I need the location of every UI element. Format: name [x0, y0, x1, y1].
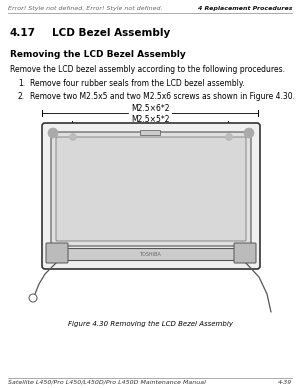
Text: Figure 4.30 Removing the LCD Bezel Assembly: Figure 4.30 Removing the LCD Bezel Assem… — [68, 321, 232, 327]
FancyBboxPatch shape — [56, 137, 246, 241]
Circle shape — [48, 128, 58, 138]
Text: M2.5×5*2: M2.5×5*2 — [131, 115, 169, 124]
Text: 4-39: 4-39 — [278, 380, 292, 385]
Text: 2.: 2. — [18, 92, 25, 101]
Circle shape — [70, 133, 76, 140]
Text: TOSHIBA: TOSHIBA — [139, 251, 161, 256]
Text: Removing the LCD Bezel Assembly: Removing the LCD Bezel Assembly — [10, 50, 186, 59]
FancyBboxPatch shape — [42, 123, 260, 269]
Text: 4.17: 4.17 — [10, 28, 36, 38]
FancyBboxPatch shape — [234, 243, 256, 263]
FancyBboxPatch shape — [46, 243, 68, 263]
Text: 4 Replacement Procedures: 4 Replacement Procedures — [197, 6, 292, 11]
Circle shape — [29, 294, 37, 302]
Bar — [140, 130, 160, 135]
Text: LCD Bezel Assembly: LCD Bezel Assembly — [52, 28, 170, 38]
Text: Remove the LCD bezel assembly according to the following procedures.: Remove the LCD bezel assembly according … — [10, 65, 285, 74]
Text: Error! Style not defined. Error! Style not defined.: Error! Style not defined. Error! Style n… — [8, 6, 163, 11]
Text: M2.5×6*2: M2.5×6*2 — [131, 104, 169, 113]
Bar — [61, 248, 241, 260]
Text: Remove four rubber seals from the LCD bezel assembly.: Remove four rubber seals from the LCD be… — [30, 79, 244, 88]
Text: 1.: 1. — [18, 79, 25, 88]
Circle shape — [244, 128, 254, 138]
Text: Remove two M2.5x5 and two M2.5x6 screws as shown in Figure 4.30.: Remove two M2.5x5 and two M2.5x6 screws … — [30, 92, 295, 101]
FancyBboxPatch shape — [51, 132, 251, 246]
Circle shape — [226, 133, 232, 140]
Text: Satellite L450/Pro L450/L450D/Pro L450D Maintenance Manual: Satellite L450/Pro L450/L450D/Pro L450D … — [8, 380, 206, 385]
